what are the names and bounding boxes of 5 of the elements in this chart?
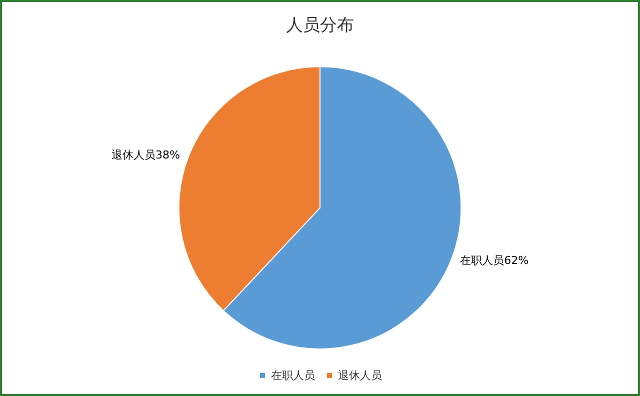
data-label: 退休人员38% xyxy=(111,148,180,162)
legend-label: 退休人员 xyxy=(338,369,382,382)
legend-label: 在职人员 xyxy=(271,369,315,382)
chart-title: 人员分布 xyxy=(286,16,354,36)
data-label: 在职人员62% xyxy=(460,254,529,267)
